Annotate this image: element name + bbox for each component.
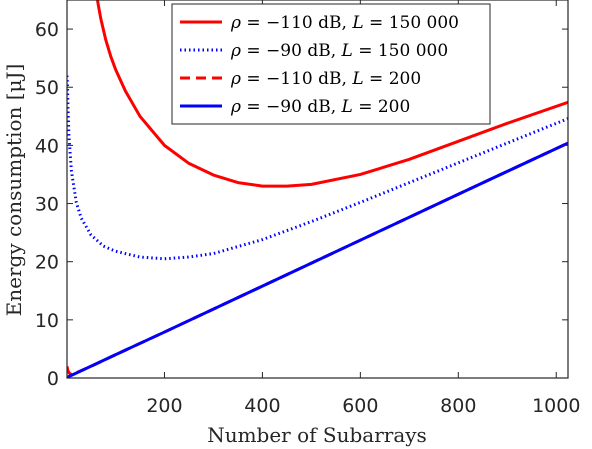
y-tick-label: 0	[47, 368, 59, 390]
y-tick-label: 50	[35, 77, 59, 99]
legend-label-2: ρ = −90 dB, L = 150 000	[230, 41, 448, 61]
ticks-layer: 200 400 600 800 1000 0 10 20 30 40 50 60	[35, 0, 580, 417]
x-tick-label: 600	[342, 395, 378, 417]
y-tick-label: 10	[35, 310, 59, 332]
y-tick-label: 60	[35, 19, 59, 41]
series-line-4	[67, 141, 568, 378]
y-tick-label: 40	[35, 135, 59, 157]
x-tick-label: 200	[146, 395, 182, 417]
legend-label-4: ρ = −90 dB, L = 200	[230, 97, 410, 117]
legend-label-1: ρ = −110 dB, L = 150 000	[230, 13, 459, 33]
legend-label-3: ρ = −110 dB, L = 200	[230, 69, 421, 89]
series-line-2	[67, 75, 568, 261]
series-line-3	[67, 141, 568, 377]
x-axis-label: Number of Subarrays	[207, 423, 427, 447]
legend-box	[171, 3, 491, 125]
legend: ρ = −110 dB, L = 150 000 ρ = −90 dB, L = …	[171, 3, 491, 125]
y-tick-label: 20	[35, 252, 59, 274]
series-line-1	[95, 0, 568, 188]
y-tick-label: 30	[35, 194, 59, 216]
y-axis-label: Energy consumption [μJ]	[2, 64, 26, 317]
x-tick-label: 400	[244, 395, 280, 417]
series-layer	[67, 0, 568, 378]
x-tick-label: 800	[440, 395, 476, 417]
plot-frame	[66, 0, 569, 379]
x-tick-label: 1000	[532, 395, 580, 417]
